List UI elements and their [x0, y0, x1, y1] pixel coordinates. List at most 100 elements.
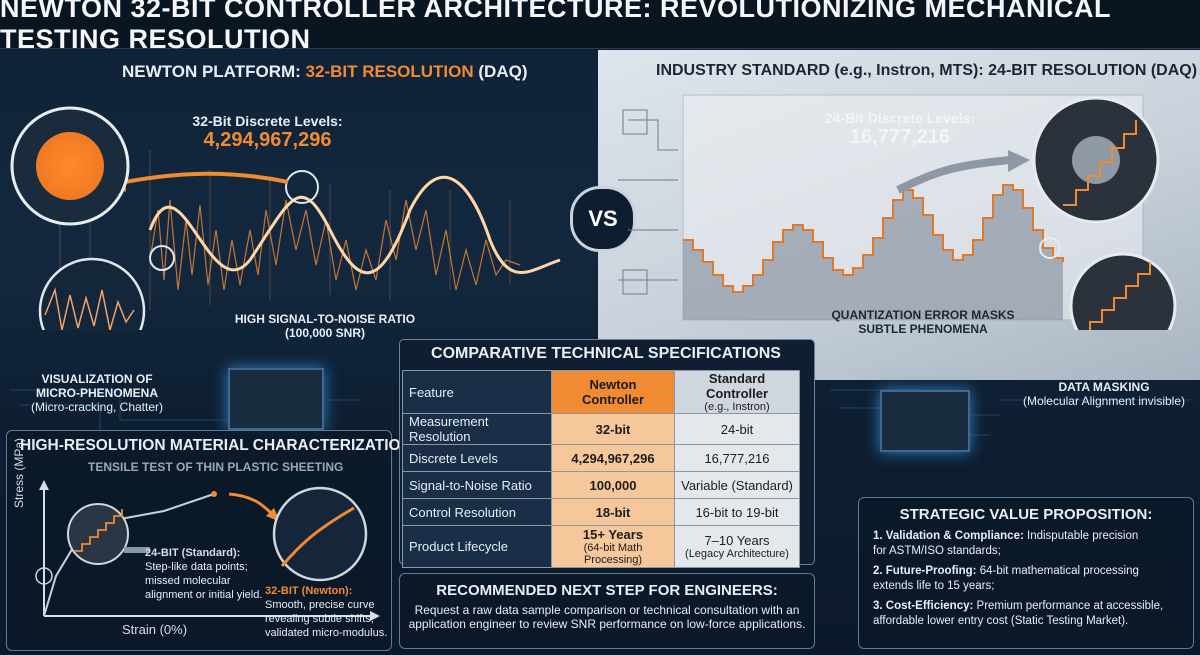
value-item-3-text2: affordable lower entry cost (Static Test… [873, 615, 1129, 627]
spec-standard-cell: 16-bit to 19-bit [674, 498, 800, 526]
value-item-1-text2: for ASTM/ISO standards; [873, 545, 1001, 557]
spec-newton-cell: 4,294,967,296 [551, 444, 675, 472]
note-32bit-title: 32-BIT (Newton): [265, 585, 353, 597]
specs-table: Feature Newton Controller Standard Contr… [402, 370, 800, 568]
characterization-subtitle: TENSILE TEST OF THIN PLASTIC SHEETING [88, 460, 344, 474]
next-step-line1: Request a raw data sample comparison or … [414, 603, 800, 617]
spec-standard-value: 7–10 Years [704, 533, 770, 548]
spec-feature-cell: Signal-to-Noise Ratio [402, 471, 552, 499]
characterization-title: HIGH-RESOLUTION MATERIAL CHARACTERIZATIO… [20, 437, 412, 454]
specs-header-row: Feature Newton Controller Standard Contr… [402, 370, 800, 414]
note-24bit-title: 24-BIT (Standard): [145, 547, 241, 559]
value-title: STRATEGIC VALUE PROPOSITION: [899, 506, 1153, 523]
snr-caption: HIGH SIGNAL-TO-NOISE RATIO (100,000 SNR) [225, 312, 425, 340]
page-title: NEWTON 32-BIT CONTROLLER ARCHITECTURE: R… [0, 0, 1111, 54]
vs-badge: VS [570, 186, 636, 252]
table-row: Measurement Resolution 32-bit 24-bit [402, 413, 800, 445]
stress-axis-label: Stress (MPa) [12, 437, 26, 508]
specs-header-feature: Feature [402, 370, 552, 414]
spec-newton-value: 15+ Years [582, 527, 644, 542]
stepped-signal-line [683, 184, 1064, 293]
processor-chip-right [880, 390, 970, 452]
table-row: Signal-to-Noise Ratio 100,000 Variable (… [402, 471, 800, 499]
newton-levels-callout: 32-Bit Discrete Levels: 4,294,967,296 [180, 113, 355, 152]
value-item-3-text: Premium performance at accessible, [976, 600, 1164, 612]
spec-standard-cell: 24-bit [674, 413, 800, 445]
value-item-2: 2. Future-Proofing: 64-bit mathematical … [873, 564, 1183, 594]
note-32bit-line1: Smooth, precise curve [265, 599, 375, 611]
next-step-title: RECOMMENDED NEXT STEP FOR ENGINEERS: [436, 582, 778, 599]
specs-header-standard-sub: (e.g., Instron) [704, 401, 770, 413]
spec-feature-cell: Product Lifecycle [402, 525, 552, 568]
note-32bit-line3: validated micro-modulus. [265, 627, 388, 639]
spec-newton-cell: 100,000 [551, 471, 675, 499]
specs-header-newton: Newton Controller [551, 370, 675, 414]
snr-caption-line1: HIGH SIGNAL-TO-NOISE RATIO [234, 312, 416, 326]
table-row: Discrete Levels 4,294,967,296 16,777,216 [402, 444, 800, 472]
specs-header-standard-label: Standard Controller [705, 371, 769, 401]
strain-axis-label: Strain (0%) [122, 622, 188, 637]
value-item-3: 3. Cost-Efficiency: Premium performance … [873, 599, 1183, 629]
spec-standard-cell: Variable (Standard) [674, 471, 800, 499]
micro-caption-line3: (Micro-cracking, Chatter) [30, 400, 164, 414]
newton-levels-label: 32-Bit Discrete Levels: [192, 113, 343, 129]
snr-caption-line2: (100,000 SNR) [284, 326, 366, 340]
note-24bit-line2: missed molecular [145, 575, 231, 587]
data-masking-line2: (Molecular Alignment invisible) [1022, 394, 1186, 408]
spec-newton-cell: 15+ Years (64-bit Math Processing) [551, 525, 675, 568]
standard-levels-label: 24-Bit Discrete Levels: [824, 110, 976, 126]
value-item-3-title: 3. Cost-Efficiency: [873, 600, 974, 612]
note-24bit-line3: alignment or initial yield. [145, 589, 263, 601]
value-item-1-text: Indisputable precision [1027, 530, 1139, 542]
micro-caption: VISUALIZATION OF MICRO-PHENOMENA (Micro-… [6, 372, 188, 414]
spec-feature-cell: Discrete Levels [402, 444, 552, 472]
micro-source-circle [149, 245, 175, 271]
next-step-line2: application engineer to review SNR perfo… [408, 617, 806, 631]
table-row: Product Lifecycle 15+ Years (64-bit Math … [402, 525, 800, 568]
quantization-caption-line1: QUANTIZATION ERROR MASKS [831, 308, 1015, 322]
newton-waveform [10, 106, 561, 330]
spec-newton-cell: 32-bit [551, 413, 675, 445]
standard-header: INDUSTRY STANDARD (e.g., Instron, MTS): … [656, 62, 1198, 79]
newton-header-resolution: 32-BIT RESOLUTION [305, 62, 474, 81]
spec-feature-cell: Control Resolution [402, 498, 552, 526]
value-item-2-title: 2. Future-Proofing: [873, 565, 977, 577]
value-item-2-text2: extends life to 15 years; [873, 580, 995, 592]
quantization-caption-line2: SUBTLE PHENOMENA [858, 322, 988, 336]
note-32bit: 32-BIT (Newton): Smooth, precise curve r… [265, 584, 387, 640]
value-item-1-title: 1. Validation & Compliance: [873, 530, 1024, 542]
value-item-2-text: 64-bit mathematical processing [979, 565, 1139, 577]
standard-zoom-arrow [896, 156, 1011, 194]
vs-label: VS [588, 206, 618, 231]
standard-levels-value: 16,777,216 [849, 126, 951, 148]
specs-title: COMPARATIVE TECHNICAL SPECIFICATIONS [431, 345, 781, 362]
smooth-signal [148, 175, 561, 275]
note-24bit-line1: Step-like data points; [145, 561, 248, 573]
newton-header-daq: (DAQ) [478, 62, 528, 81]
spec-standard-cell: 7–10 Years (Legacy Architecture) [674, 525, 800, 568]
data-masking-line1: DATA MASKING [1058, 380, 1150, 394]
standard-waveform [618, 94, 1177, 330]
spec-standard-sub: (Legacy Architecture) [685, 548, 789, 560]
processor-chip-left [228, 368, 324, 430]
noise-signal [149, 199, 521, 291]
data-masking-caption: DATA MASKING (Molecular Alignment invisi… [1010, 380, 1198, 408]
title-bar: NEWTON 32-BIT CONTROLLER ARCHITECTURE: R… [0, 0, 1200, 54]
newton-header: NEWTON PLATFORM: 32-BIT RESOLUTION (DAQ) [122, 62, 528, 82]
spec-newton-sub: (64-bit Math Processing) [583, 542, 643, 566]
zoom-arrow [124, 171, 289, 184]
value-item-1: 1. Validation & Compliance: Indisputable… [873, 529, 1183, 559]
micro-caption-line1: VISUALIZATION OF [41, 372, 153, 386]
table-row: Control Resolution 18-bit 16-bit to 19-b… [402, 498, 800, 526]
note-24bit: 24-BIT (Standard): Step-like data points… [145, 546, 262, 602]
newton-levels-value: 4,294,967,296 [203, 129, 332, 151]
spec-newton-cell: 18-bit [551, 498, 675, 526]
next-step-panel: RECOMMENDED NEXT STEP FOR ENGINEERS: Req… [399, 573, 815, 649]
note-32bit-line2: revealing subtle shifts; [265, 613, 374, 625]
zoom-source-circle [285, 170, 319, 204]
specs-header-standard: Standard Controller (e.g., Instron) [674, 370, 800, 414]
quantization-caption: QUANTIZATION ERROR MASKS SUBTLE PHENOMEN… [818, 308, 1028, 336]
newton-header-label: NEWTON PLATFORM: [122, 62, 301, 81]
spec-standard-cell: 16,777,216 [674, 444, 800, 472]
standard-levels-callout: 24-Bit Discrete Levels: 16,777,216 [800, 110, 1000, 149]
